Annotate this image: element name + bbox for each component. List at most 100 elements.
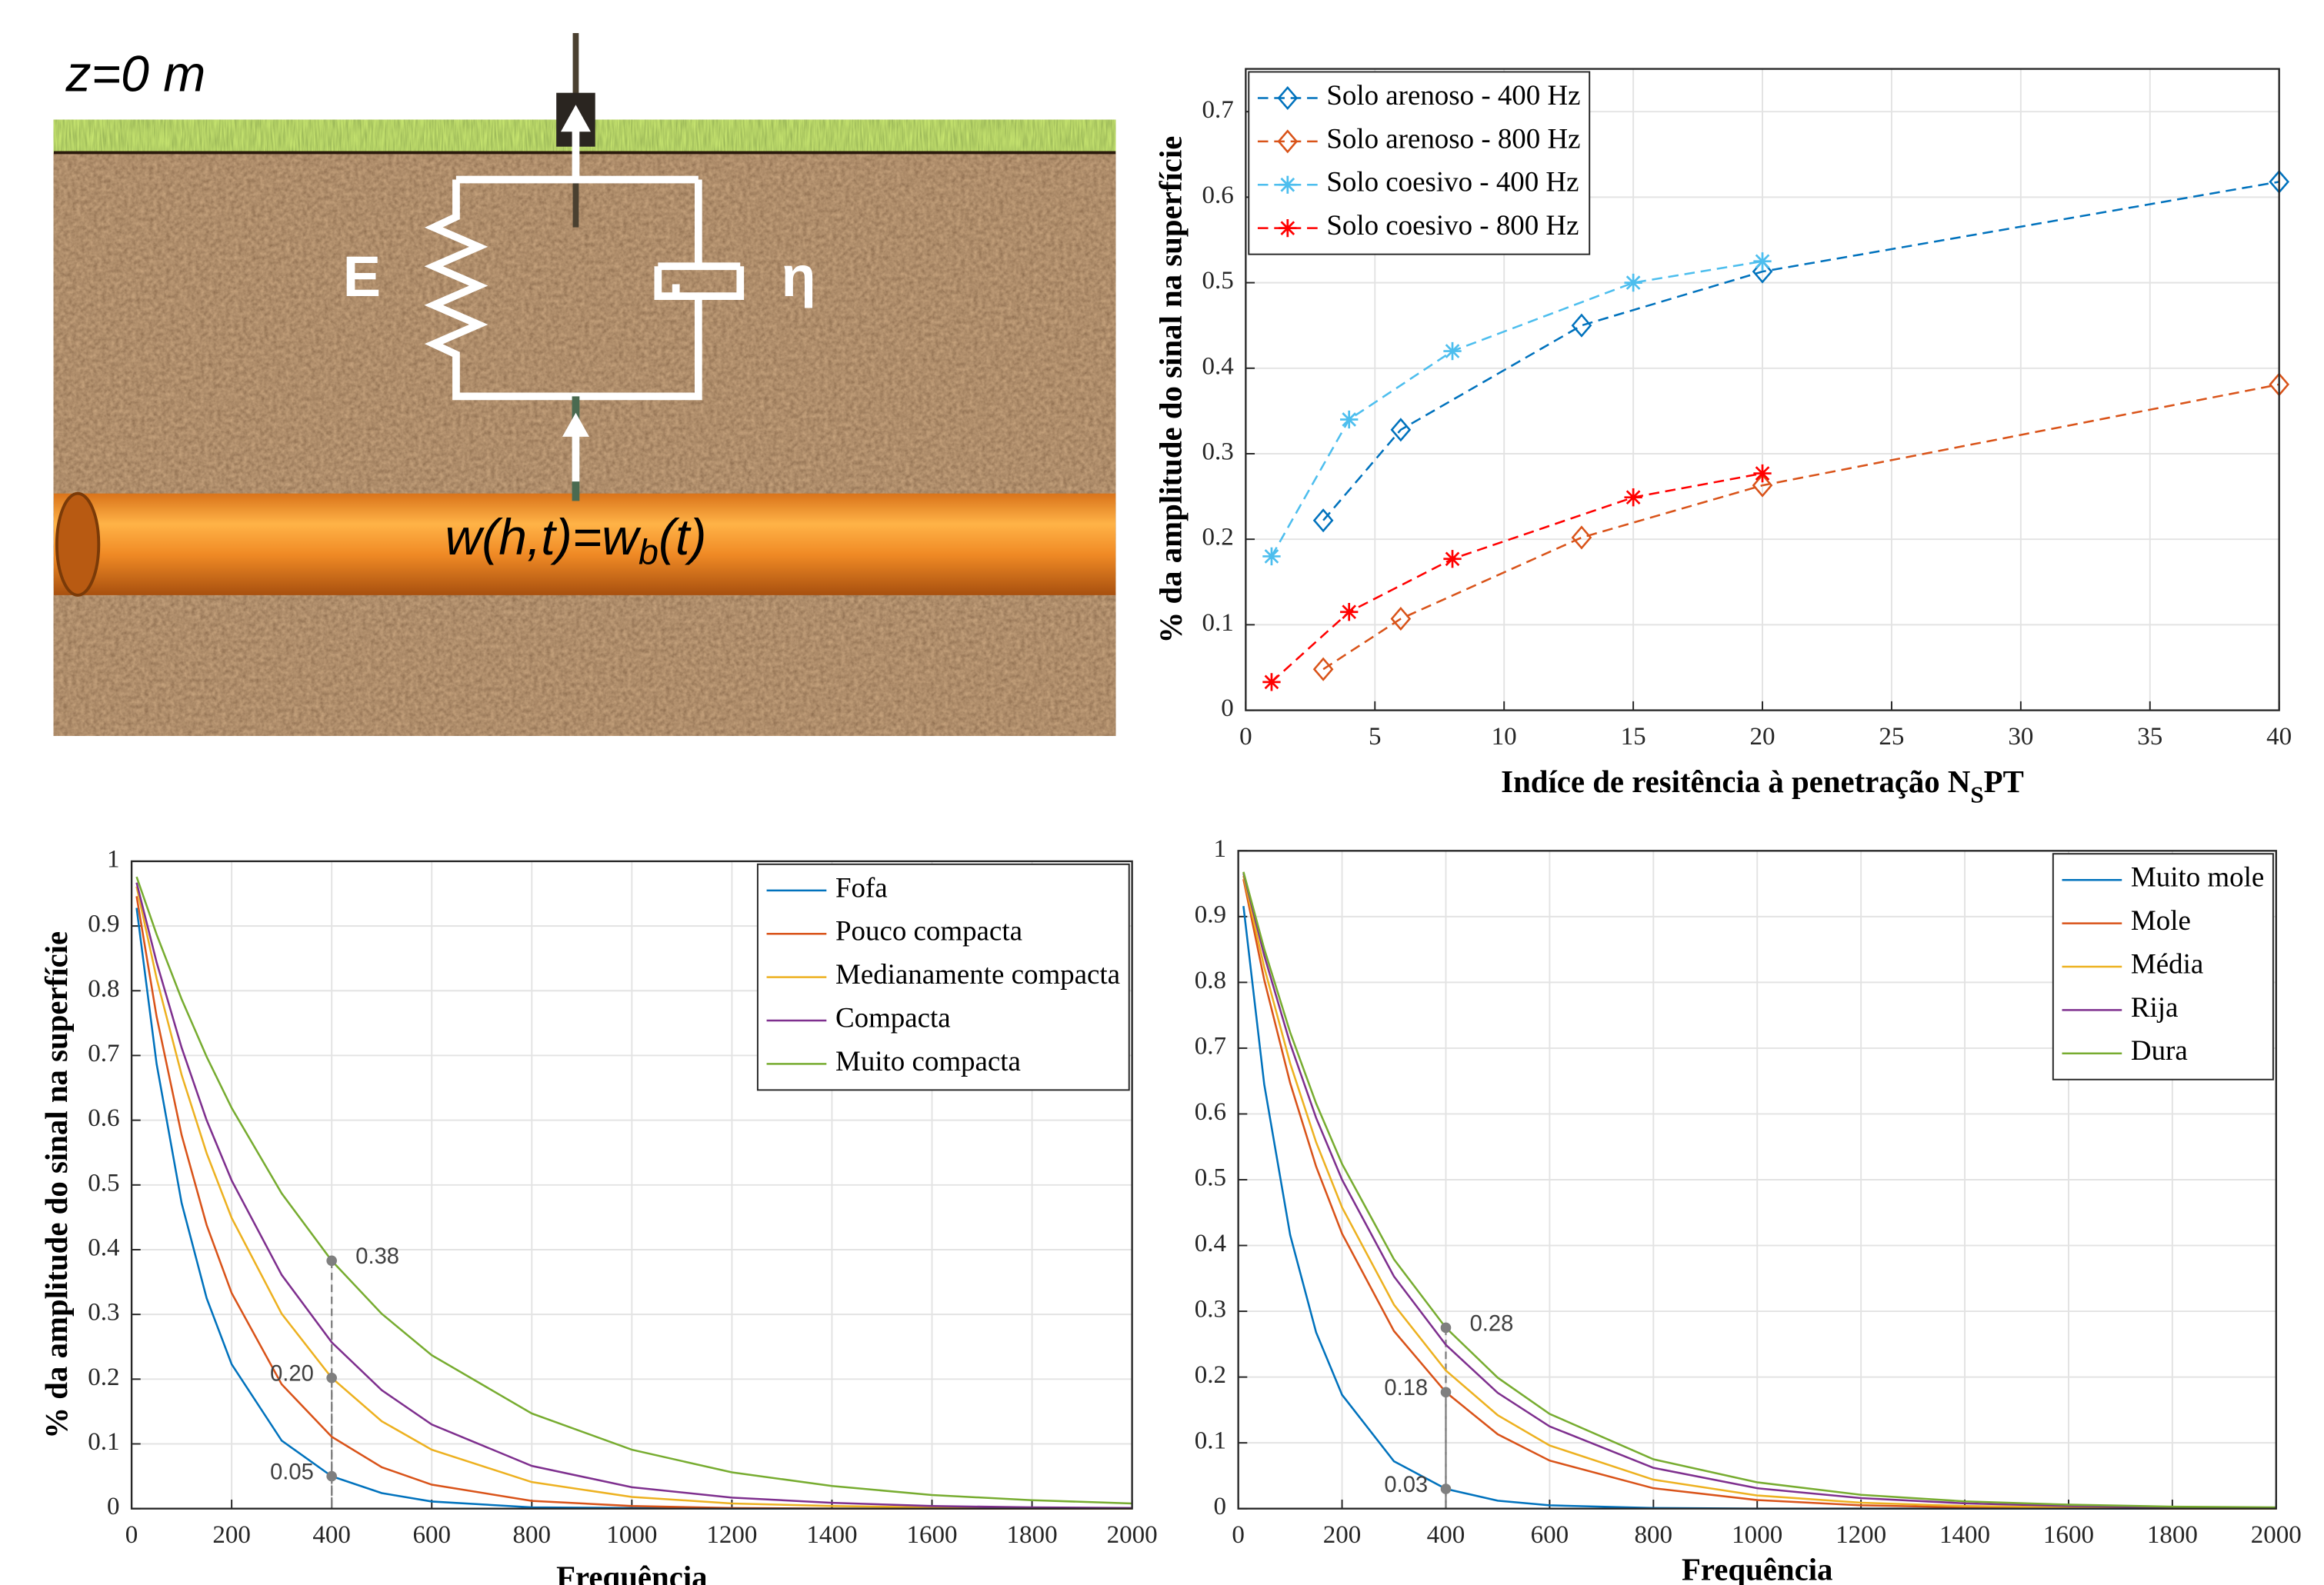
legend-label: Medianamente compacta bbox=[835, 958, 1120, 990]
annotation-point bbox=[326, 1470, 337, 1482]
depth-label: z=0 m bbox=[65, 46, 206, 103]
y-tick-label: 0.8 bbox=[1195, 967, 1226, 994]
x-tick-label: 800 bbox=[513, 1521, 552, 1549]
x-tick-label: 15 bbox=[1621, 723, 1646, 751]
legend-marker bbox=[1279, 175, 1297, 194]
marker bbox=[1443, 341, 1462, 361]
series-line bbox=[135, 876, 1132, 1505]
marker bbox=[1390, 607, 1412, 631]
chart: 0 200 400 600 800 1000 1200 1400 1600 1800 2000 0 0.… bbox=[39, 846, 1158, 1585]
y-axis-label: % da amplitude do sinal na superfície bbox=[1153, 136, 1188, 644]
pipe bbox=[53, 493, 1116, 595]
x-tick-label: 1600 bbox=[906, 1521, 957, 1549]
x-tick-label: 40 bbox=[2266, 723, 2292, 751]
annotation-point bbox=[1440, 1387, 1452, 1398]
y-tick-label: 0.4 bbox=[1195, 1230, 1226, 1257]
equation-text: w(h,t)=w bbox=[445, 509, 642, 566]
series-line bbox=[135, 882, 1132, 1510]
annotation-label: 0.28 bbox=[1470, 1311, 1514, 1336]
annotation-label: 0.03 bbox=[1384, 1473, 1428, 1497]
x-axis-label: Frequência bbox=[556, 1560, 708, 1585]
x-axis-label-part: Indíce de resitência à penetração N bbox=[1501, 764, 1970, 799]
marker bbox=[1390, 418, 1412, 442]
y-tick-label: 0.2 bbox=[1195, 1361, 1226, 1389]
legend-box bbox=[1248, 71, 1591, 255]
y-tick-label: 0.2 bbox=[88, 1364, 119, 1391]
marker bbox=[1262, 547, 1281, 566]
x-tick-label: 5 bbox=[1369, 723, 1382, 751]
annotation-point bbox=[326, 1372, 337, 1384]
y-tick-label: 0.5 bbox=[1195, 1164, 1226, 1192]
marker bbox=[1571, 525, 1592, 550]
x-tick-label: 1200 bbox=[706, 1521, 757, 1549]
y-tick-label: 0.8 bbox=[88, 975, 119, 1003]
x-tick-label: 0 bbox=[125, 1521, 138, 1549]
y-tick-label: 0.5 bbox=[88, 1169, 119, 1197]
annotation-point bbox=[326, 1255, 337, 1267]
annotation-label: 0.18 bbox=[1384, 1376, 1428, 1400]
marker bbox=[1624, 273, 1642, 292]
x-tick-label: 10 bbox=[1492, 723, 1517, 751]
legend-label: Solo arenoso - 800 Hz bbox=[1326, 122, 1580, 154]
x-tick-label: 600 bbox=[412, 1521, 451, 1549]
axes-frame bbox=[1245, 68, 2280, 711]
x-tick-label: 2000 bbox=[1107, 1521, 1158, 1549]
marker bbox=[1624, 488, 1642, 507]
x-tick-label: 1400 bbox=[1939, 1521, 1990, 1549]
annotation-point bbox=[1440, 1483, 1452, 1494]
y-tick-label: 0 bbox=[1214, 1493, 1227, 1520]
legend-label: Solo arenoso - 400 Hz bbox=[1326, 79, 1580, 111]
legend-label: Solo coesivo - 400 Hz bbox=[1326, 166, 1579, 198]
y-tick-label: 0.4 bbox=[88, 1234, 119, 1262]
illustration: z=0 m E η w(h,t)=wb(t) bbox=[53, 32, 1116, 736]
y-tick-label: 0.9 bbox=[88, 911, 119, 938]
y-tick-label: 0.6 bbox=[1195, 1098, 1226, 1126]
x-tick-label: 1600 bbox=[2043, 1521, 2094, 1549]
marker bbox=[1443, 550, 1462, 568]
legend-label: Dura bbox=[2131, 1034, 2188, 1066]
legend-marker bbox=[1279, 218, 1297, 238]
marker bbox=[1752, 473, 1773, 498]
annotation-label: 0.20 bbox=[270, 1361, 314, 1386]
x-tick-label: 600 bbox=[1531, 1521, 1569, 1549]
x-tick-label: 1000 bbox=[606, 1521, 657, 1549]
series-line bbox=[1242, 873, 2276, 1510]
legend-label: Solo coesivo - 800 Hz bbox=[1326, 209, 1579, 241]
x-tick-label: 30 bbox=[2008, 723, 2033, 751]
x-axis-label-part: PT bbox=[1984, 764, 2024, 799]
x-tick-label: 200 bbox=[1323, 1521, 1362, 1549]
marker bbox=[1262, 673, 1281, 691]
marker bbox=[1340, 603, 1359, 621]
y-tick-label: 0.1 bbox=[1202, 609, 1234, 637]
x-tick-label: 35 bbox=[2137, 723, 2162, 751]
equation: w(h,t)=wb(t) bbox=[445, 509, 707, 571]
y-tick-label: 0.7 bbox=[1202, 96, 1234, 124]
chart: 0 200 400 600 800 1000 1200 1400 1600 1800 2000 0 0.… bbox=[1195, 835, 2302, 1585]
legend-label: Muito compacta bbox=[835, 1045, 1021, 1077]
y-tick-label: 0.1 bbox=[1195, 1427, 1226, 1455]
x-tick-label: 0 bbox=[1239, 723, 1252, 751]
axes-frame bbox=[1237, 850, 2277, 1510]
equation-text: (t) bbox=[659, 509, 706, 566]
legend-marker bbox=[1277, 85, 1299, 111]
marker bbox=[1571, 313, 1592, 338]
annotation-point bbox=[1440, 1322, 1452, 1334]
marker bbox=[1312, 508, 1334, 533]
y-tick-label: 0.3 bbox=[1202, 438, 1234, 466]
lower-arrow-head bbox=[562, 412, 589, 437]
y-tick-label: 0.5 bbox=[1202, 267, 1234, 295]
x-tick-label: 0 bbox=[1232, 1521, 1245, 1549]
pipe-end bbox=[55, 491, 101, 597]
marker bbox=[1753, 252, 1772, 271]
y-tick-label: 0.4 bbox=[1202, 352, 1234, 380]
y-tick-label: 0.1 bbox=[88, 1428, 119, 1456]
equation-subscript: b bbox=[639, 532, 659, 572]
x-tick-label: 25 bbox=[1879, 723, 1904, 751]
x-tick-label: 800 bbox=[1635, 1521, 1673, 1549]
y-tick-label: 0.6 bbox=[1202, 181, 1234, 209]
legend-label: Muito mole bbox=[2131, 861, 2264, 893]
legend-label: Pouco compacta bbox=[835, 915, 1022, 947]
x-tick-label: 20 bbox=[1750, 723, 1776, 751]
